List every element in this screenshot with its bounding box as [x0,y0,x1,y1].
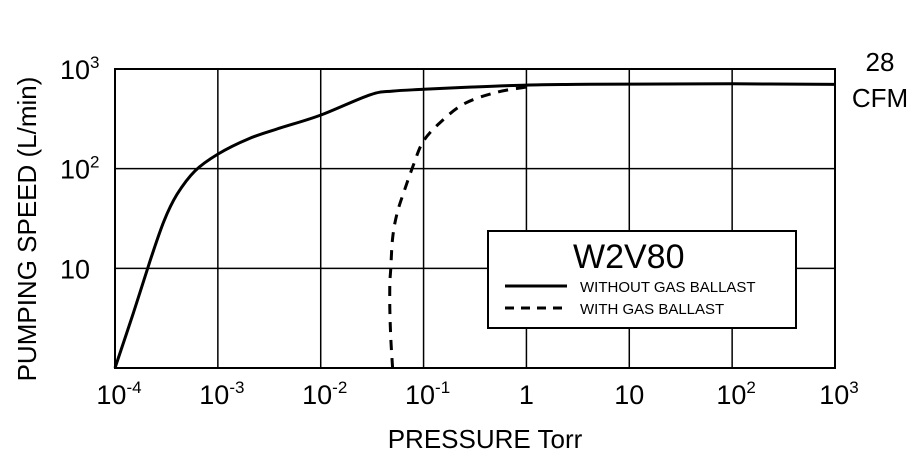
legend-box [487,230,797,329]
legend-item-with-ballast: WITH GAS BALLAST [580,301,724,318]
x-tick-label: 10-3 [199,378,244,410]
x-tick-label: 1 [519,380,534,410]
y-axis-label: PUMPING SPEED (L/min) [12,77,42,382]
x-tick-label: 10-4 [96,378,141,410]
legend-item-without-ballast: WITHOUT GAS BALLAST [580,279,756,296]
y-tick-label: 103 [60,53,100,85]
y-tick-label: 102 [60,153,100,185]
curve-with-gas-ballast [388,85,527,369]
curve-without-gas-ballast [113,82,836,369]
y-tick-label: 10 [60,254,90,284]
x-axis-label: PRESSURE Torr [388,424,583,454]
x-tick-label: 10-2 [302,378,347,410]
cfm-unit: CFM [852,83,908,113]
x-tick-labels: 10-4 10-3 10-2 10-1 1 10 102 103 [96,378,858,410]
x-tick-label: 103 [819,378,859,410]
legend: W2V80 WITHOUT GAS BALLAST WITH GAS BALLA… [487,230,797,329]
legend-title: W2V80 [573,238,685,276]
x-tick-label: 102 [716,378,756,410]
x-tick-label: 10-1 [405,378,450,410]
x-tick-label: 10 [614,380,644,410]
y-tick-labels: 103 102 10 [60,53,100,284]
cfm-value: 28 [866,47,895,77]
plot-frame [114,68,836,369]
curves [113,82,836,369]
